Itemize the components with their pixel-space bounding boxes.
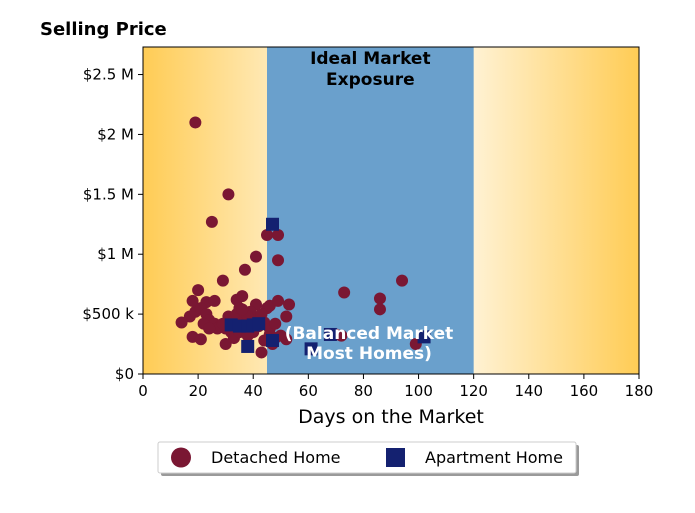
detached-point-17 — [236, 290, 249, 303]
detached-point-71 — [203, 322, 216, 335]
detached-point-3 — [261, 229, 273, 242]
detached-point-4 — [272, 229, 285, 242]
detached-point-56 — [194, 333, 207, 346]
x-tick-label-7: 140 — [514, 382, 543, 400]
y-tick-label-3: $1.5 M — [83, 185, 134, 203]
detached-point-63 — [255, 346, 268, 359]
detached-point-11 — [338, 286, 351, 299]
legend-marker-detached — [171, 447, 191, 468]
detached-point-49 — [175, 316, 188, 329]
y-tick-label-5: $2.5 M — [83, 66, 134, 84]
annotation-top-line-2: Exposure — [326, 70, 415, 90]
detached-point-8 — [216, 274, 229, 287]
detached-point-47 — [269, 317, 282, 330]
y-tick-label-4: $2 M — [97, 125, 134, 143]
apartment-point-8 — [304, 342, 318, 356]
annotation-top-line-1: Ideal Market — [310, 49, 431, 69]
x-tick-label-0: 0 — [138, 382, 148, 400]
apartment-point-0 — [266, 217, 280, 231]
x-tick-label-2: 40 — [244, 382, 263, 400]
detached-point-70 — [236, 303, 249, 316]
y-axis: $0 $500 k $1 M $1.5 M $2 M $2.5 M — [82, 66, 143, 383]
apartment-point-7 — [266, 333, 280, 347]
detached-point-13 — [186, 294, 199, 307]
detached-point-2 — [205, 215, 218, 228]
detached-point-6 — [272, 254, 285, 267]
detached-point-9 — [396, 274, 409, 287]
annotation-bottom-line-2: Most Homes) — [306, 344, 432, 364]
x-tick-label-3: 60 — [299, 382, 318, 400]
x-axis: 0 20 40 60 80 100 120 140 160 180 — [138, 374, 653, 400]
detached-point-57 — [219, 338, 232, 351]
legend-label-apartment: Apartment Home — [425, 448, 563, 467]
detached-point-7 — [238, 263, 251, 276]
annotation-bottom-line-1: (Balanced Market — [285, 324, 454, 344]
apartment-point-5 — [252, 317, 266, 331]
detached-point-5 — [249, 250, 262, 263]
detached-point-48 — [280, 310, 293, 323]
legend-marker-apartment — [386, 448, 405, 467]
data-points — [175, 116, 431, 359]
x-tick-label-4: 80 — [354, 382, 373, 400]
apartment-point-6 — [241, 339, 255, 353]
detached-point-0 — [189, 116, 202, 129]
detached-point-15 — [208, 294, 221, 307]
detached-point-58 — [241, 329, 254, 342]
detached-point-22 — [283, 298, 296, 311]
detached-point-1 — [222, 188, 235, 201]
ideal-market-region — [267, 47, 474, 374]
region-annotations: Ideal Market Exposure — [310, 49, 431, 90]
y-axis-title: Selling Price — [40, 19, 167, 40]
legend-box — [157, 441, 577, 474]
detached-point-23 — [373, 303, 386, 316]
x-tick-label-6: 120 — [459, 382, 488, 400]
detached-point-10 — [192, 284, 205, 297]
x-axis-title: Days on the Market — [298, 406, 484, 428]
legend-label-detached: Detached Home — [211, 448, 341, 467]
apartment-point-10 — [417, 330, 431, 344]
x-tick-label-5: 100 — [404, 382, 433, 400]
apartment-point-9 — [323, 327, 337, 341]
y-tick-label-2: $1 M — [97, 245, 134, 263]
x-tick-label-1: 20 — [189, 382, 208, 400]
x-tick-label-9: 180 — [625, 382, 654, 400]
y-tick-label-0: $0 — [115, 365, 134, 383]
plot-frame — [142, 46, 640, 375]
y-tick-label-1: $500 k — [82, 305, 134, 323]
detached-point-21 — [272, 294, 285, 307]
legend: Detached Home Apartment Home — [157, 441, 579, 476]
detached-point-67 — [335, 329, 348, 342]
detached-point-12 — [373, 292, 386, 305]
x-tick-label-8: 160 — [570, 382, 599, 400]
region-annotations-bottom: (Balanced Market Most Homes) — [285, 324, 454, 364]
